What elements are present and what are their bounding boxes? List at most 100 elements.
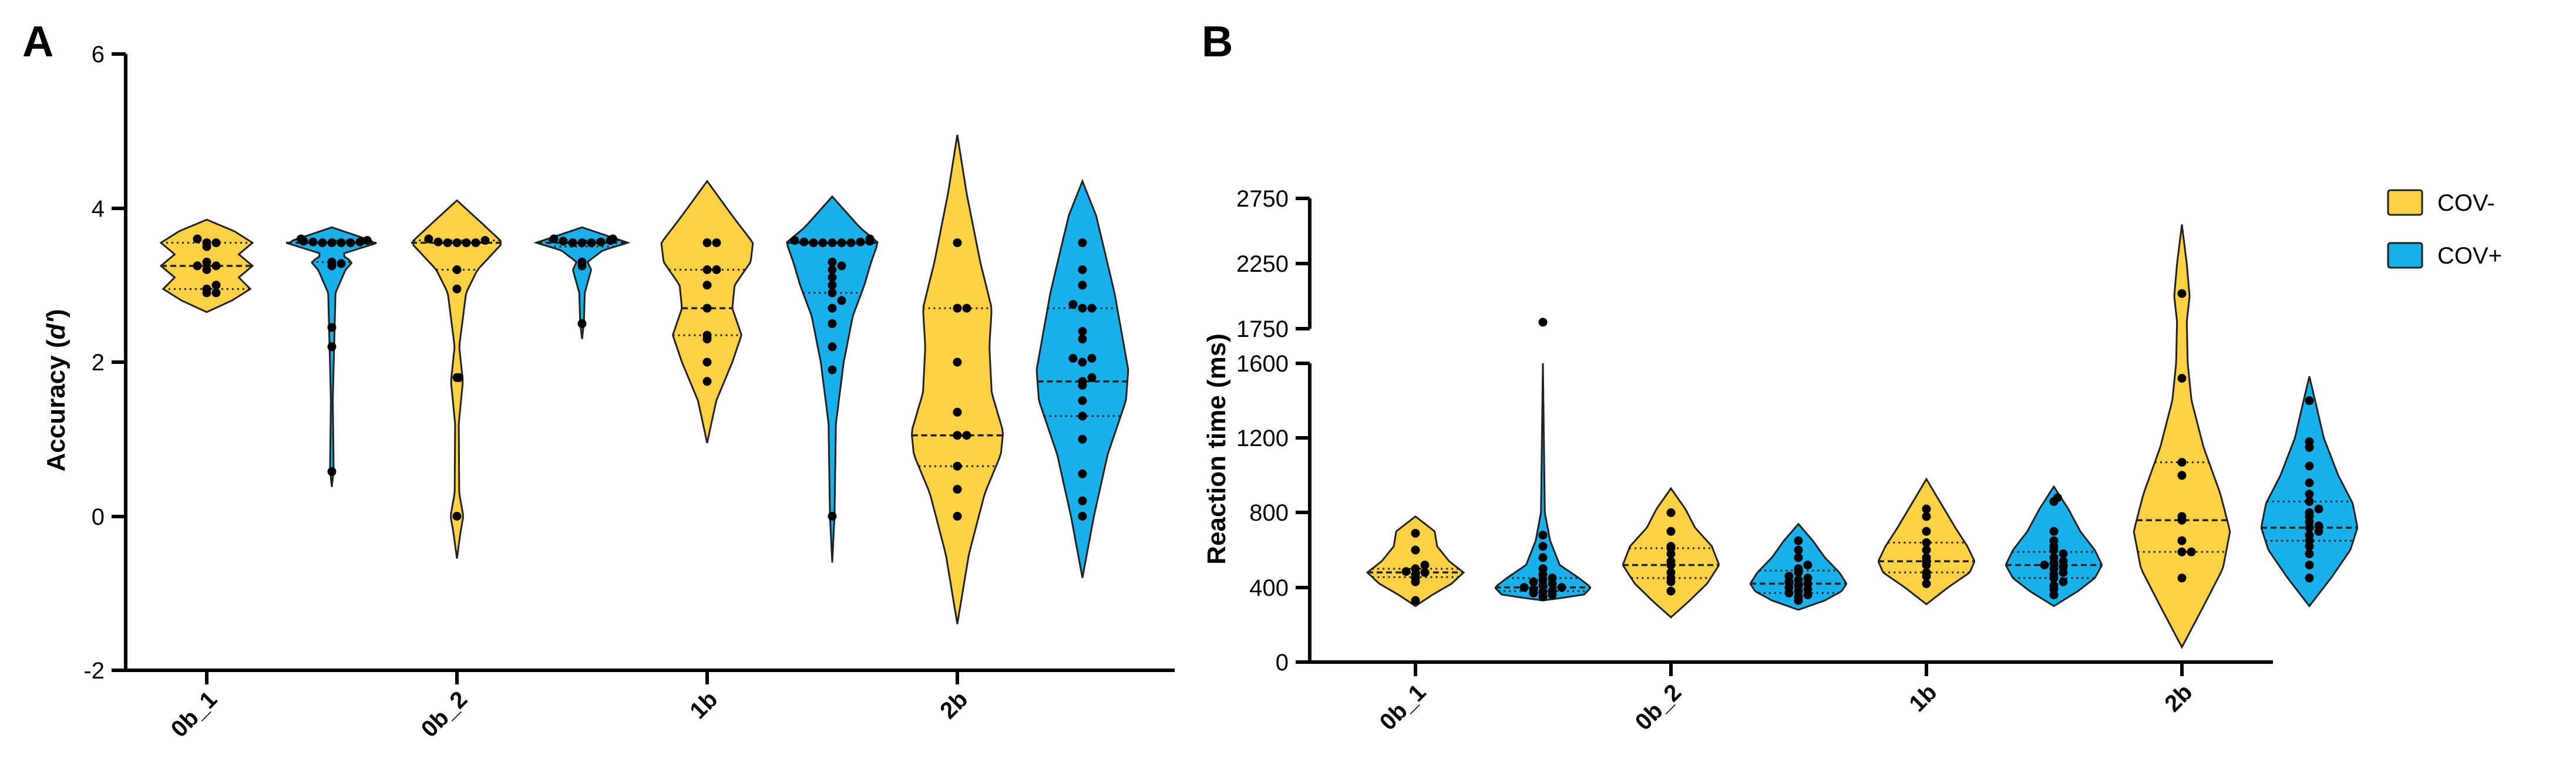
data-point	[1794, 575, 1803, 585]
data-point	[2177, 512, 2187, 521]
data-point	[355, 237, 365, 247]
violin-group-0b_2-cov-pos	[1749, 522, 1848, 611]
data-point	[1794, 564, 1803, 573]
data-point	[193, 234, 202, 244]
panel-b: B Reaction time (ms) 0 400 800 1200 1600…	[1202, 17, 2359, 735]
data-point	[2059, 549, 2068, 558]
data-point	[480, 236, 490, 245]
data-point	[202, 257, 211, 266]
data-point	[1548, 586, 1557, 596]
panel-a-x-tick-label: 0b_1	[166, 686, 223, 743]
data-point	[1078, 357, 1087, 367]
data-point	[327, 342, 337, 352]
panel-b-violins	[1366, 224, 2359, 649]
panel-a-y-axis-title: Accuracy (d')	[42, 309, 70, 471]
data-point	[2049, 536, 2059, 545]
violin-group-0b_2-cov-neg	[411, 199, 503, 559]
data-point	[433, 237, 443, 247]
panel-a-label: A	[22, 17, 53, 66]
data-point	[462, 238, 471, 248]
panel-a-violins	[159, 134, 1129, 625]
data-point	[1411, 596, 1420, 605]
data-point	[953, 238, 962, 248]
data-point	[211, 261, 221, 271]
data-point	[818, 238, 828, 248]
data-point	[452, 284, 462, 293]
data-point	[2305, 497, 2314, 506]
data-point	[1078, 327, 1087, 336]
data-point	[1078, 281, 1087, 290]
data-point	[828, 365, 837, 374]
data-point	[828, 273, 837, 282]
data-point	[1411, 564, 1420, 573]
panel-b-y-tick-label: 1200	[1236, 426, 1289, 451]
data-point	[452, 265, 462, 274]
data-point	[962, 431, 971, 440]
data-point	[2177, 289, 2187, 298]
panel-a-y-ticks: -2 0 2 4 6	[83, 42, 126, 684]
data-point	[471, 238, 480, 248]
data-point	[799, 237, 809, 247]
data-point	[1666, 556, 1676, 566]
violin-group-2b-cov-pos	[1035, 178, 1129, 578]
panel-b-label: B	[1202, 17, 1233, 66]
panel-b-y-tick-label: 2750	[1236, 186, 1289, 212]
data-point	[577, 257, 587, 266]
data-point	[1922, 504, 1931, 514]
data-point	[1078, 265, 1087, 274]
panel-a-x-ticks: 0b_1 0b_2 1b 2b	[166, 670, 973, 743]
data-point	[1078, 512, 1087, 521]
data-point	[2177, 458, 2187, 467]
data-point	[1078, 411, 1087, 421]
data-point	[953, 407, 962, 417]
data-point	[1087, 353, 1097, 363]
violin-group-0b_1-cov-pos	[286, 226, 378, 487]
violin-group-2b-cov-neg	[2133, 224, 2231, 649]
data-point	[1538, 588, 1548, 597]
violin-group-0b_2-cov-pos	[533, 226, 631, 339]
data-point	[577, 238, 587, 248]
panel-b-x-tick-label: 2b	[2160, 679, 2197, 717]
data-point	[953, 512, 962, 521]
data-point	[1538, 542, 1548, 551]
data-point	[443, 238, 452, 248]
data-point	[1529, 577, 1538, 586]
panel-a-y-tick-label: 4	[92, 196, 105, 222]
data-point	[1794, 536, 1803, 545]
violin-body	[287, 226, 377, 487]
data-point	[2305, 490, 2314, 499]
panel-a-x-tick-label: 2b	[935, 686, 973, 724]
data-point	[1411, 529, 1420, 538]
data-point	[828, 281, 837, 290]
data-point	[327, 467, 337, 476]
data-point	[1068, 353, 1078, 363]
data-point	[702, 303, 712, 313]
data-point	[809, 238, 818, 248]
data-point	[1794, 545, 1803, 555]
violin-group-2b-cov-neg	[910, 134, 1004, 625]
data-point	[2314, 504, 2323, 514]
panel-a-x-tick-label: 1b	[685, 686, 722, 724]
data-point	[211, 238, 221, 248]
data-point	[856, 237, 865, 247]
data-point	[549, 234, 559, 244]
data-point	[828, 512, 837, 521]
data-point	[1078, 303, 1087, 313]
violin-group-0b_1-cov-neg	[1366, 515, 1465, 608]
data-point	[346, 238, 355, 248]
data-point	[953, 303, 962, 313]
panel-b-x-tick-label: 0b_1	[1375, 679, 1431, 735]
data-point	[297, 234, 305, 244]
data-point	[712, 238, 721, 248]
data-point	[2305, 478, 2314, 488]
data-point	[1922, 553, 1931, 562]
panel-a-y-tick-label: 0	[92, 504, 105, 530]
data-point	[2314, 521, 2323, 531]
data-point	[1087, 373, 1097, 382]
data-point	[596, 237, 606, 247]
violin-group-0b_2-cov-neg	[1622, 487, 1720, 619]
panel-a: A Accuracy (d') -2 0 2 4 6 0b_1 0b_2 1b …	[22, 17, 1175, 743]
data-point	[308, 237, 318, 247]
data-point	[2305, 437, 2314, 447]
